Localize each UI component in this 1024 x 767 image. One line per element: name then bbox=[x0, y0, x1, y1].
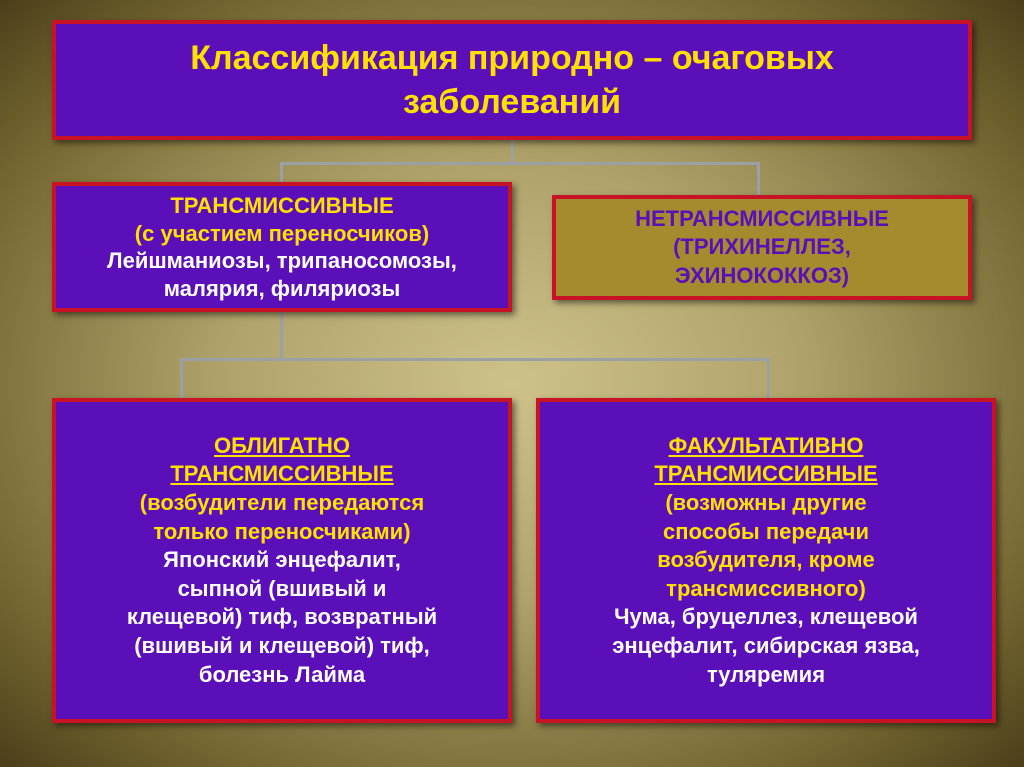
facul-s4: трансмиссивного) bbox=[666, 576, 866, 601]
trans-line4: малярия, филяриозы bbox=[164, 276, 400, 301]
title-line2: заболеваний bbox=[403, 83, 621, 121]
obligate-sub: (возбудители передаются только переносчи… bbox=[140, 489, 424, 546]
transmissive-box: ТРАНСМИССИВНЫЕ (с участием переносчиков)… bbox=[52, 182, 512, 312]
facul-h2: ТРАНСМИССИВНЫЕ bbox=[654, 461, 877, 486]
trans-line3: Лейшманиозы, трипаносомозы, bbox=[107, 248, 457, 273]
facul-s2: способы передачи bbox=[663, 519, 869, 544]
connector bbox=[767, 358, 770, 398]
trans-line1: ТРАНСМИССИВНЫЕ bbox=[170, 193, 393, 218]
transmissive-heading: ТРАНСМИССИВНЫЕ (с участием переносчиков) bbox=[135, 192, 429, 247]
facul-h1: ФАКУЛЬТАТИВНО bbox=[669, 433, 864, 458]
facul-e1: Чума, бруцеллез, клещевой bbox=[614, 604, 918, 629]
connector bbox=[280, 312, 283, 360]
connector bbox=[180, 358, 770, 361]
facul-s3: возбудителя, кроме bbox=[657, 547, 874, 572]
connector bbox=[280, 162, 760, 165]
obligate-box: ОБЛИГАТНО ТРАНСМИССИВНЫЕ (возбудители пе… bbox=[52, 398, 512, 723]
oblig-e4: (вшивый и клещевой) тиф, bbox=[134, 633, 430, 658]
nontransmissive-text: НЕТРАНСМИССИВНЫЕ (ТРИХИНЕЛЛЕЗ, ЭХИНОКОКК… bbox=[635, 205, 889, 291]
obligate-examples: Японский энцефалит, сыпной (вшивый и кле… bbox=[127, 546, 437, 689]
nontrans-line1: НЕТРАНСМИССИВНЫЕ bbox=[635, 206, 889, 231]
connector bbox=[180, 358, 183, 398]
transmissive-examples: Лейшманиозы, трипаносомозы, малярия, фил… bbox=[107, 247, 457, 302]
connector bbox=[280, 162, 283, 182]
nontrans-line3: ЭХИНОКОККОЗ) bbox=[675, 263, 849, 288]
oblig-s1: (возбудители передаются bbox=[140, 490, 424, 515]
facul-e2: энцефалит, сибирская язва, bbox=[612, 633, 920, 658]
oblig-e5: болезнь Лайма bbox=[199, 662, 365, 687]
oblig-e2: сыпной (вшивый и bbox=[178, 576, 387, 601]
facultative-sub: (возможны другие способы передачи возбуд… bbox=[657, 489, 874, 603]
facultative-box: ФАКУЛЬТАТИВНО ТРАНСМИССИВНЫЕ (возможны д… bbox=[536, 398, 996, 723]
title-text: Классификация природно – очаговых заболе… bbox=[190, 36, 834, 124]
connector bbox=[757, 162, 760, 195]
facultative-heading: ФАКУЛЬТАТИВНО ТРАНСМИССИВНЫЕ bbox=[654, 432, 877, 489]
title-box: Классификация природно – очаговых заболе… bbox=[52, 20, 972, 140]
facul-e3: туляремия bbox=[707, 662, 825, 687]
obligate-heading: ОБЛИГАТНО ТРАНСМИССИВНЫЕ bbox=[170, 432, 393, 489]
oblig-e1: Японский энцефалит, bbox=[163, 547, 401, 572]
facul-s1: (возможны другие bbox=[665, 490, 866, 515]
trans-line2: (с участием переносчиков) bbox=[135, 221, 429, 246]
title-line1: Классификация природно – очаговых bbox=[190, 39, 834, 77]
facultative-examples: Чума, бруцеллез, клещевой энцефалит, сиб… bbox=[612, 603, 920, 689]
oblig-h1: ОБЛИГАТНО bbox=[214, 433, 350, 458]
nontransmissive-box: НЕТРАНСМИССИВНЫЕ (ТРИХИНЕЛЛЕЗ, ЭХИНОКОКК… bbox=[552, 195, 972, 300]
oblig-e3: клещевой) тиф, возвратный bbox=[127, 604, 437, 629]
nontrans-line2: (ТРИХИНЕЛЛЕЗ, bbox=[673, 234, 851, 259]
connector bbox=[511, 140, 514, 164]
oblig-s2: только переносчиками) bbox=[153, 519, 410, 544]
oblig-h2: ТРАНСМИССИВНЫЕ bbox=[170, 461, 393, 486]
diagram: Классификация природно – очаговых заболе… bbox=[0, 0, 1024, 767]
